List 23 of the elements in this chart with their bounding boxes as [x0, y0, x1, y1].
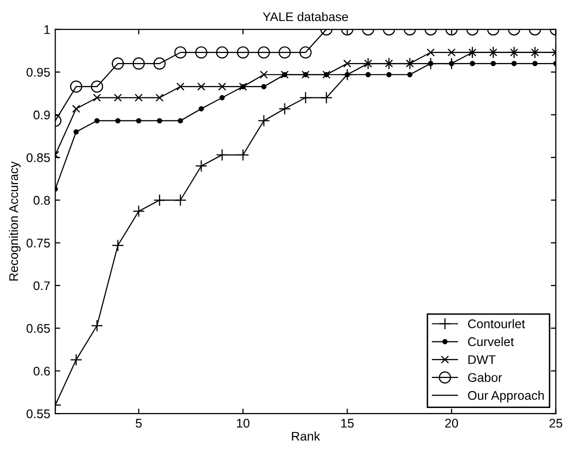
- legend-label: Gabor: [468, 372, 502, 382]
- y-tick-label: 0.9: [34, 110, 50, 120]
- y-tick-label: 0.75: [26, 238, 50, 248]
- legend-label: Our Approach: [468, 390, 544, 402]
- chart-title: YALE database: [262, 12, 348, 22]
- x-tick-label: 25: [549, 418, 562, 428]
- y-tick-label: 1: [44, 25, 50, 34]
- x-axis-title: Rank: [292, 431, 320, 441]
- y-tick-label: 0.55: [26, 409, 50, 418]
- y-tick-label: 0.65: [26, 324, 50, 333]
- y-tick-label: 0.95: [26, 68, 50, 77]
- y-tick-label: 0.85: [26, 153, 50, 162]
- y-tick-label: 0.8: [34, 196, 50, 205]
- x-tick-label: 10: [236, 418, 250, 428]
- y-axis-title: Recognition Accuracy: [8, 161, 21, 281]
- legend-label: Curvelet: [468, 336, 514, 346]
- x-tick-label: 15: [341, 418, 354, 428]
- x-tick-label: 5: [136, 418, 142, 428]
- legend-label: DWT: [468, 355, 496, 364]
- x-tick-label: 20: [445, 418, 458, 428]
- y-tick-label: 0.6: [34, 366, 50, 376]
- y-tick-label: 0.7: [34, 281, 50, 290]
- legend-label: Contourlet: [468, 319, 526, 328]
